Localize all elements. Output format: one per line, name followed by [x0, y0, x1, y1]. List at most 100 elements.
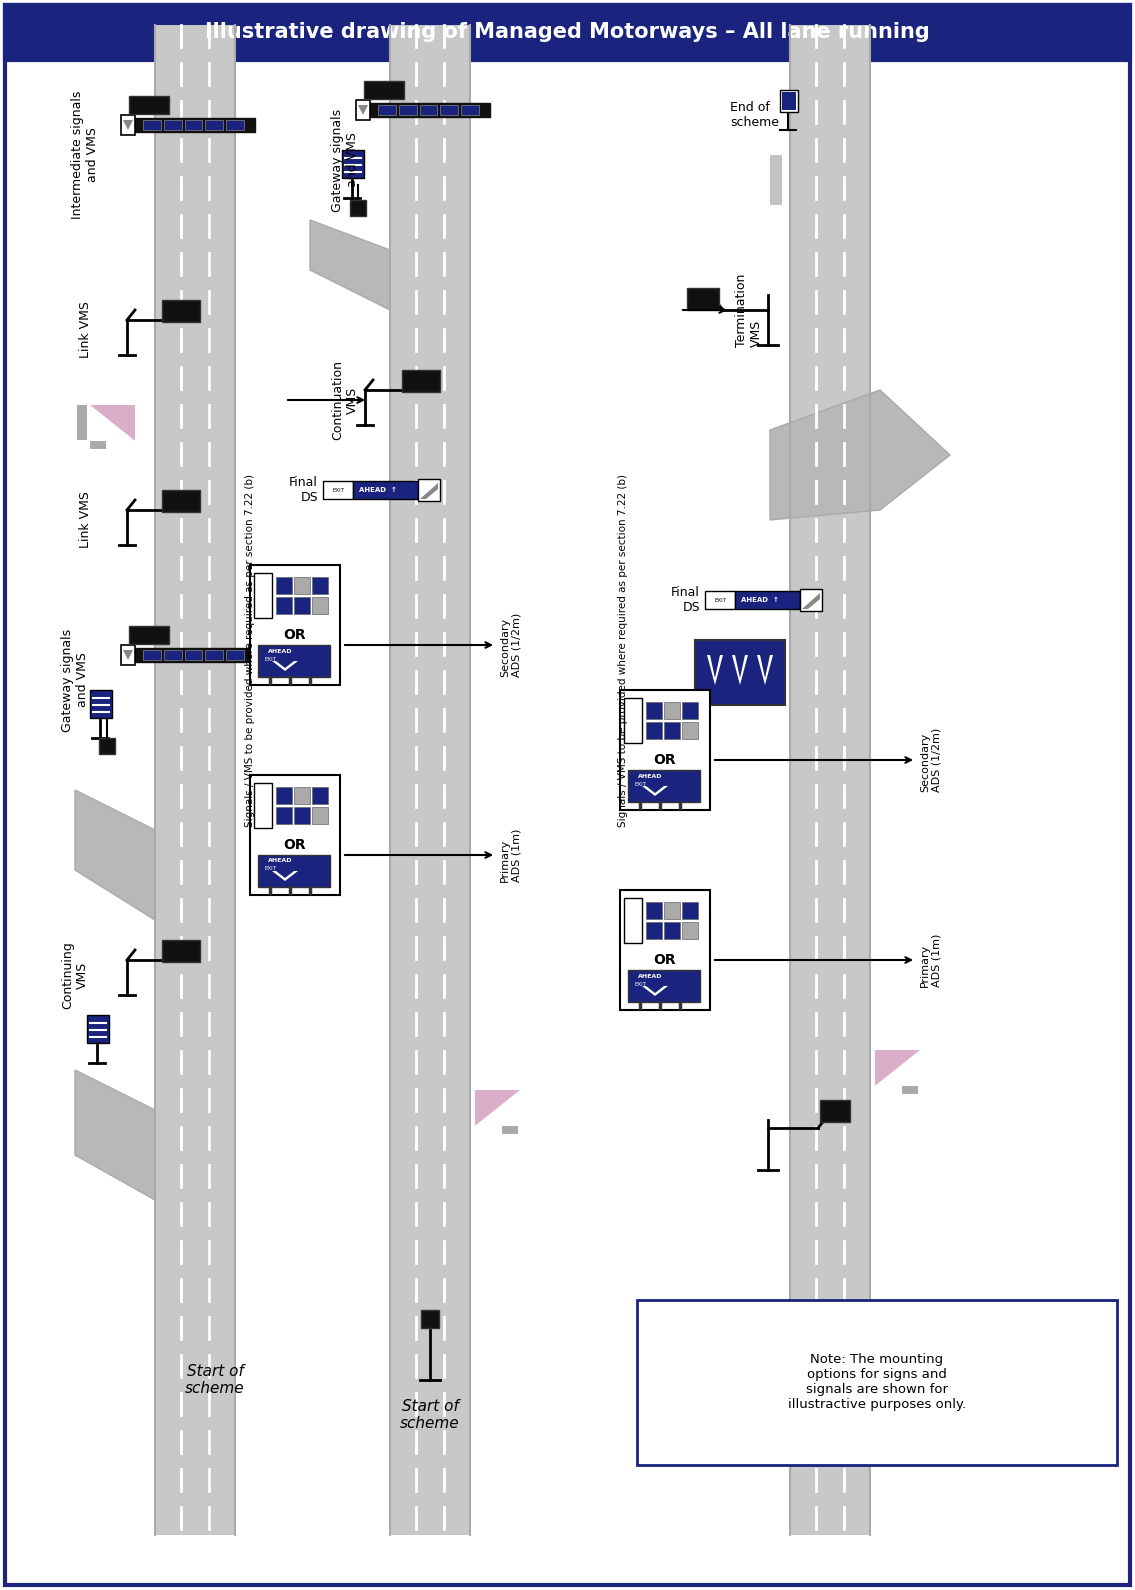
- Bar: [780, 91, 798, 111]
- Text: EXIT: EXIT: [714, 598, 726, 603]
- Bar: [682, 922, 698, 940]
- Bar: [143, 119, 161, 130]
- Bar: [205, 650, 224, 660]
- Text: Intermediate signals
and VMS: Intermediate signals and VMS: [72, 91, 99, 219]
- Bar: [620, 890, 711, 1010]
- Bar: [294, 596, 310, 614]
- Bar: [461, 105, 479, 114]
- Text: OR: OR: [284, 628, 306, 642]
- Bar: [254, 572, 272, 619]
- Bar: [390, 25, 470, 1534]
- Bar: [90, 690, 112, 719]
- Polygon shape: [310, 219, 390, 310]
- Bar: [87, 1014, 109, 1043]
- Polygon shape: [272, 661, 299, 671]
- Bar: [129, 95, 169, 114]
- Bar: [294, 577, 310, 595]
- Text: Final
DS: Final DS: [671, 587, 700, 614]
- Polygon shape: [770, 390, 950, 520]
- Bar: [162, 301, 200, 323]
- Bar: [705, 591, 735, 609]
- Text: Gateway signals
and VMS: Gateway signals and VMS: [61, 628, 89, 731]
- Bar: [250, 564, 340, 685]
- Bar: [99, 738, 115, 754]
- Bar: [370, 103, 490, 118]
- Polygon shape: [642, 785, 669, 797]
- Text: End of
scheme: End of scheme: [730, 102, 779, 129]
- Bar: [342, 149, 364, 178]
- Bar: [620, 690, 711, 809]
- Bar: [323, 482, 353, 499]
- Bar: [185, 119, 202, 130]
- Bar: [90, 440, 106, 448]
- Bar: [163, 119, 182, 130]
- Bar: [502, 1126, 518, 1134]
- Text: Signals / VMS to be provided where required as per section 7.22 (b): Signals / VMS to be provided where requi…: [617, 474, 628, 827]
- Bar: [682, 722, 698, 739]
- Bar: [258, 646, 330, 677]
- Bar: [250, 774, 340, 895]
- Polygon shape: [75, 1070, 155, 1200]
- Bar: [312, 787, 328, 805]
- Bar: [646, 703, 662, 719]
- Bar: [782, 92, 796, 110]
- Bar: [440, 105, 459, 114]
- Bar: [185, 650, 202, 660]
- Text: EXIT: EXIT: [634, 782, 646, 787]
- Polygon shape: [272, 871, 299, 881]
- Text: Link VMS: Link VMS: [78, 491, 92, 549]
- Polygon shape: [642, 986, 669, 995]
- Text: Continuation
VMS: Continuation VMS: [331, 359, 359, 440]
- Bar: [143, 650, 161, 660]
- Polygon shape: [90, 405, 135, 440]
- Text: Note: The mounting
options for signs and
signals are shown for
illustractive pur: Note: The mounting options for signs and…: [788, 1353, 966, 1410]
- Bar: [902, 1086, 918, 1094]
- Bar: [135, 649, 255, 661]
- Polygon shape: [707, 655, 723, 685]
- Bar: [356, 100, 370, 119]
- Polygon shape: [123, 650, 133, 660]
- Bar: [646, 922, 662, 940]
- Bar: [258, 855, 330, 887]
- Polygon shape: [123, 119, 133, 130]
- Polygon shape: [732, 655, 748, 685]
- Bar: [353, 482, 418, 499]
- Bar: [398, 105, 417, 114]
- Text: Gateway signals
and VMS: Gateway signals and VMS: [331, 108, 359, 211]
- Bar: [682, 902, 698, 919]
- Bar: [637, 1301, 1117, 1464]
- Text: Illustrative drawing of Managed Motorways – All lane running: Illustrative drawing of Managed Motorway…: [204, 22, 930, 41]
- Text: EXIT: EXIT: [333, 488, 344, 493]
- Bar: [790, 25, 871, 1534]
- Bar: [418, 479, 440, 501]
- Bar: [664, 703, 680, 719]
- Bar: [364, 81, 404, 99]
- Bar: [155, 25, 235, 1534]
- Bar: [664, 922, 680, 940]
- Polygon shape: [757, 655, 773, 685]
- Text: Signals / VMS to be provided where required as per section 7.22 (b): Signals / VMS to be provided where requi…: [245, 474, 255, 827]
- Text: Start of
scheme: Start of scheme: [401, 1399, 460, 1431]
- Text: OR: OR: [654, 754, 676, 766]
- Bar: [77, 405, 87, 440]
- Text: Final
DS: Final DS: [289, 475, 318, 504]
- Text: EXIT: EXIT: [634, 981, 646, 986]
- Bar: [378, 105, 396, 114]
- Polygon shape: [875, 1049, 920, 1086]
- Bar: [402, 370, 440, 393]
- Bar: [624, 898, 642, 943]
- Bar: [735, 591, 800, 609]
- Bar: [276, 577, 292, 595]
- Text: Continuing
VMS: Continuing VMS: [61, 941, 89, 1010]
- Bar: [420, 105, 437, 114]
- Bar: [628, 970, 700, 1002]
- Text: AHEAD: AHEAD: [638, 773, 662, 779]
- Bar: [294, 787, 310, 805]
- Bar: [624, 698, 642, 743]
- Polygon shape: [358, 105, 368, 114]
- Text: Primary
ADS (1m): Primary ADS (1m): [920, 933, 942, 987]
- Text: Termination
VMS: Termination VMS: [735, 273, 763, 347]
- Bar: [819, 1100, 850, 1123]
- Bar: [350, 200, 365, 216]
- Bar: [162, 490, 200, 512]
